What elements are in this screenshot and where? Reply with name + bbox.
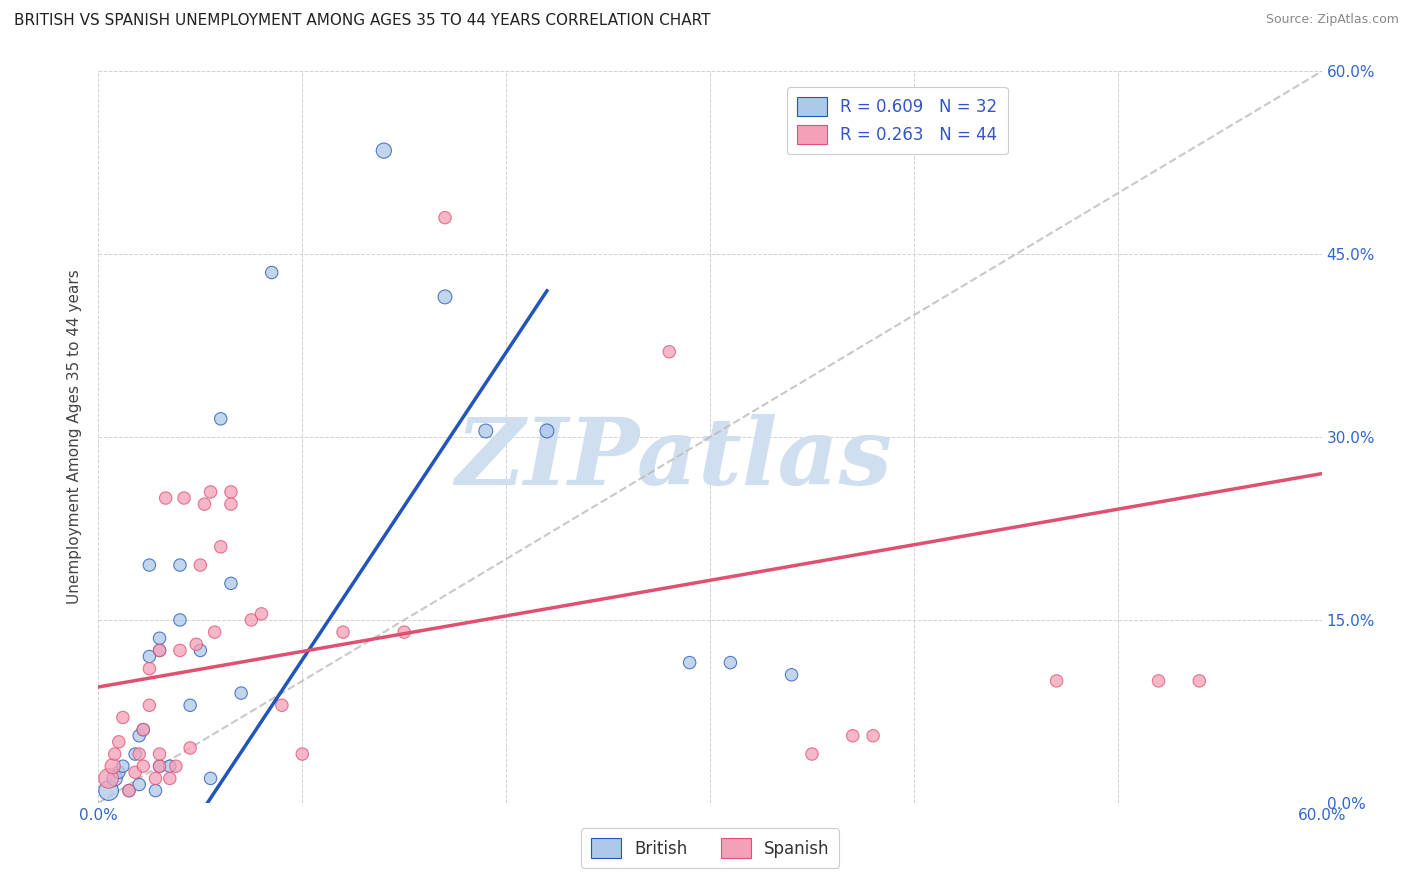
Point <box>219 576 242 591</box>
Point <box>169 613 191 627</box>
Point <box>138 558 160 573</box>
Point <box>658 344 681 359</box>
Point <box>536 424 558 438</box>
Text: Source: ZipAtlas.com: Source: ZipAtlas.com <box>1265 13 1399 27</box>
Point <box>186 637 208 651</box>
Point <box>841 729 863 743</box>
Point <box>679 656 702 670</box>
Point <box>204 625 226 640</box>
Point <box>101 759 124 773</box>
Point <box>240 613 263 627</box>
Point <box>145 783 167 797</box>
Point <box>231 686 253 700</box>
Point <box>118 783 141 797</box>
Point <box>111 710 134 724</box>
Point <box>97 783 120 797</box>
Point <box>209 540 232 554</box>
Point <box>128 747 150 761</box>
Point <box>124 765 146 780</box>
Point <box>149 643 172 657</box>
Point <box>291 747 314 761</box>
Point <box>474 424 498 438</box>
Point <box>200 772 222 786</box>
Point <box>159 772 181 786</box>
Point <box>97 772 120 786</box>
Point <box>118 783 141 797</box>
Point <box>173 491 195 505</box>
Point <box>128 729 150 743</box>
Point <box>149 632 172 646</box>
Y-axis label: Unemployment Among Ages 35 to 44 years: Unemployment Among Ages 35 to 44 years <box>67 269 83 605</box>
Point <box>169 558 191 573</box>
Point <box>169 643 191 657</box>
Point <box>200 485 222 500</box>
Point <box>132 723 155 737</box>
Point <box>132 759 155 773</box>
Point <box>780 667 803 681</box>
Point <box>104 772 127 786</box>
Point <box>111 759 134 773</box>
Point <box>159 759 181 773</box>
Point <box>108 735 131 749</box>
Point <box>332 625 354 640</box>
Point <box>219 485 242 500</box>
Point <box>373 144 395 158</box>
Point <box>260 266 283 280</box>
Point <box>138 662 160 676</box>
Point <box>149 643 172 657</box>
Point <box>132 723 155 737</box>
Point <box>801 747 824 761</box>
Point <box>188 643 212 657</box>
Point <box>1147 673 1170 688</box>
Text: BRITISH VS SPANISH UNEMPLOYMENT AMONG AGES 35 TO 44 YEARS CORRELATION CHART: BRITISH VS SPANISH UNEMPLOYMENT AMONG AG… <box>14 13 710 29</box>
Point <box>165 759 187 773</box>
Point <box>108 765 131 780</box>
Point <box>138 649 160 664</box>
Point <box>250 607 273 621</box>
Legend: British, Spanish: British, Spanish <box>581 829 839 868</box>
Point <box>392 625 416 640</box>
Point <box>720 656 742 670</box>
Point <box>145 772 167 786</box>
Point <box>434 290 457 304</box>
Point <box>179 698 201 713</box>
Point <box>1045 673 1069 688</box>
Point <box>434 211 457 225</box>
Point <box>104 747 127 761</box>
Point <box>149 747 172 761</box>
Point <box>179 740 201 755</box>
Point <box>862 729 884 743</box>
Point <box>124 747 146 761</box>
Point <box>188 558 212 573</box>
Point <box>128 777 150 792</box>
Point <box>209 412 232 426</box>
Point <box>138 698 160 713</box>
Point <box>219 497 242 511</box>
Point <box>193 497 215 511</box>
Point <box>149 759 172 773</box>
Point <box>270 698 294 713</box>
Point <box>1188 673 1211 688</box>
Text: ZIPatlas: ZIPatlas <box>454 414 891 504</box>
Point <box>149 759 172 773</box>
Point <box>155 491 177 505</box>
